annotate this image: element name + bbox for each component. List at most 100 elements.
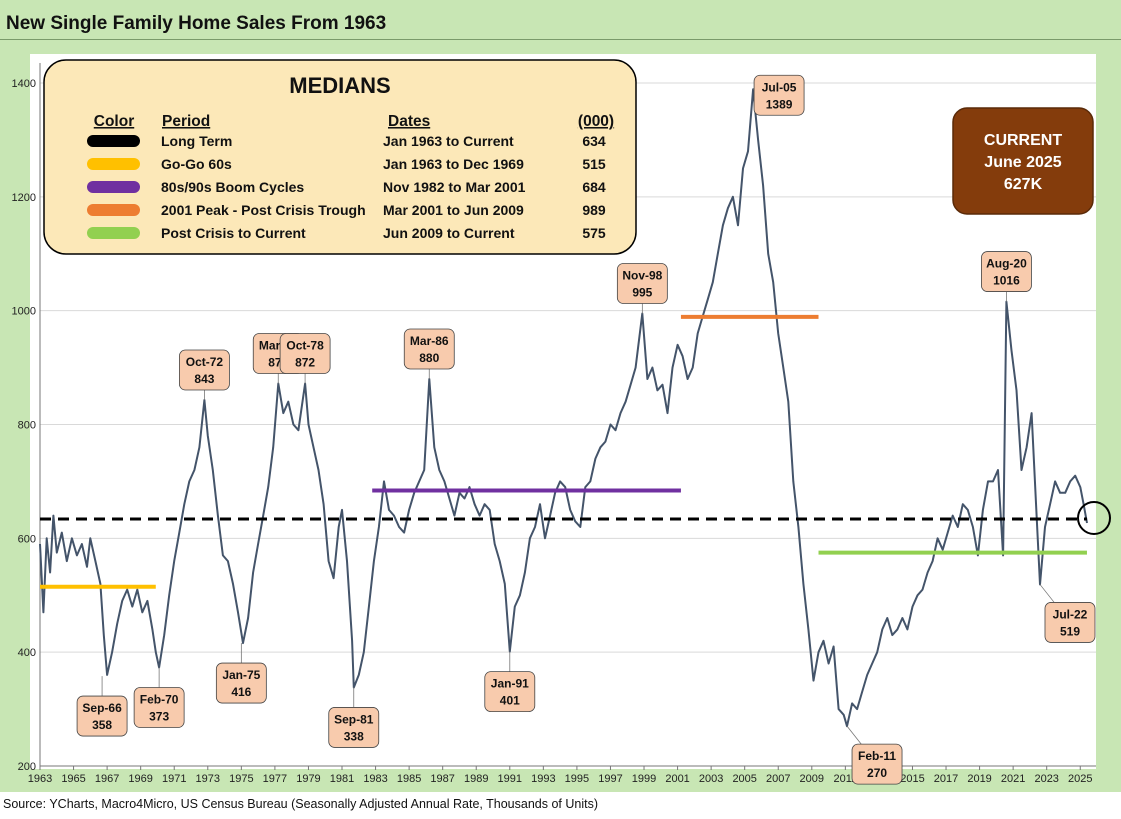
legend-value: 575 (582, 225, 606, 241)
callout-Feb-70: Feb-70 373 (133, 667, 185, 728)
chart-title: New Single Family Home Sales From 1963 (6, 13, 387, 34)
callout-date: Nov-98 (622, 269, 662, 283)
legend-dates: Jun 2009 to Current (383, 225, 515, 241)
legend-dates: Mar 2001 to Jun 2009 (383, 202, 524, 218)
callout-date: Sep-81 (334, 712, 374, 726)
x-tick-label: 2021 (1001, 773, 1025, 785)
legend-value: 634 (582, 133, 606, 149)
callout-Mar-86: Mar-86 880 (403, 328, 455, 379)
legend-header-value: (000) (578, 113, 614, 130)
current-box: CURRENT June 2025 627K (952, 107, 1094, 215)
callout-Nov-98: Nov-98 995 (616, 263, 668, 314)
legend-header-dates: Dates (388, 113, 430, 130)
current-value: 627K (1004, 176, 1043, 193)
callout-Oct-72: Oct-72 843 (179, 349, 230, 401)
x-tick-label: 2023 (1034, 773, 1058, 785)
legend-period: 2001 Peak - Post Crisis Trough (161, 202, 366, 218)
y-tick-label: 1400 (12, 78, 36, 90)
x-tick-label: 1969 (128, 773, 152, 785)
legend-swatch (87, 227, 140, 239)
callout-Jul-05: Jul-05 1389 (752, 74, 805, 116)
callout-date: Feb-11 (858, 749, 896, 763)
callout-date: Jul-05 (762, 80, 797, 94)
x-tick-label: 1975 (229, 773, 253, 785)
callout-box (179, 349, 230, 391)
callout-Jan-75: Jan-75 416 (215, 643, 267, 704)
callout-box (616, 263, 668, 304)
current-label: CURRENT (984, 132, 1062, 149)
callout-box (1044, 602, 1096, 643)
y-tick-label: 400 (18, 647, 36, 659)
callout-Oct-78: Oct-78 872 (279, 333, 331, 384)
callout-value: 1389 (766, 97, 793, 111)
callout-box (753, 74, 805, 116)
y-tick-label: 1200 (12, 192, 36, 204)
callout-box (851, 743, 903, 785)
callout-box (328, 707, 380, 748)
x-tick-label: 1977 (263, 773, 287, 785)
x-tick-label: 1985 (397, 773, 421, 785)
x-tick-label: 1971 (162, 773, 186, 785)
callout-Jan-91: Jan-91 401 (484, 651, 536, 712)
callout-box (484, 671, 536, 712)
x-tick-label: 1999 (632, 773, 656, 785)
x-tick-label: 2017 (934, 773, 958, 785)
legend-value: 684 (582, 179, 606, 195)
legend-swatch (87, 158, 140, 170)
callout-value: 416 (231, 685, 251, 699)
callout-value: 401 (500, 694, 520, 708)
x-tick-label: 2007 (766, 773, 790, 785)
legend-rows: Long Term Jan 1963 to Current 634 Go-Go 60s… (87, 133, 606, 241)
x-tick-label: 1997 (598, 773, 622, 785)
callout-box (215, 662, 267, 704)
legend-dates: Jan 1963 to Current (383, 133, 514, 149)
callout-value: 519 (1060, 624, 1080, 638)
current-date: June 2025 (984, 154, 1061, 171)
legend-swatch (87, 181, 140, 193)
x-tick-label: 1981 (330, 773, 354, 785)
callout-Feb-11: Feb-11 270 (846, 725, 903, 785)
x-tick-label: 1973 (196, 773, 220, 785)
x-tick-label: 2005 (732, 773, 756, 785)
legend-period: Go-Go 60s (161, 156, 232, 172)
source-note: Source: YCharts, Macro4Micro, US Census … (3, 797, 598, 811)
x-tick-label: 1963 (28, 773, 52, 785)
x-tick-label: 1979 (296, 773, 320, 785)
callout-date: Jan-75 (222, 668, 260, 682)
legend-period: Post Crisis to Current (161, 225, 306, 241)
callout-box (133, 687, 185, 728)
callout-Jul-22: Jul-22 519 (1039, 584, 1096, 643)
x-tick-label: 1993 (531, 773, 555, 785)
legend-title: MEDIANS (289, 73, 390, 98)
sales-series-line (39, 88, 1088, 728)
callout-date: Aug-20 (986, 257, 1027, 271)
x-tick-label: 2015 (900, 773, 924, 785)
callout-value: 843 (194, 372, 214, 386)
callout-value: 338 (344, 729, 364, 743)
legend-dates: Jan 1963 to Dec 1969 (383, 156, 524, 172)
x-tick-label: 2009 (800, 773, 824, 785)
x-tick-label: 1965 (61, 773, 85, 785)
legend-swatch (87, 135, 140, 147)
callout-value: 995 (632, 286, 652, 300)
callout-box (76, 695, 128, 737)
median-lines (40, 314, 1087, 589)
callout-Aug-20: Aug-20 1016 (981, 251, 1032, 302)
x-tick-label: 1989 (464, 773, 488, 785)
legend-header-color: Color (94, 113, 134, 130)
legend-header-period: Period (162, 113, 210, 130)
y-tick-label: 200 (18, 761, 36, 773)
x-tick-label: 2003 (699, 773, 723, 785)
callout-box (279, 333, 331, 374)
callout-box (981, 251, 1032, 292)
callout-Sep-66: Sep-66 358 (76, 676, 128, 737)
callout-value: 1016 (993, 274, 1020, 288)
callout-date: Oct-72 (186, 355, 224, 369)
x-tick-label: 1995 (565, 773, 589, 785)
legend-value: 515 (582, 156, 606, 172)
y-tick-label: 600 (18, 533, 36, 545)
x-tick-label: 2001 (665, 773, 689, 785)
x-tick-label: 1967 (95, 773, 119, 785)
callout-value: 880 (419, 351, 439, 365)
y-tick-label: 800 (18, 420, 36, 432)
